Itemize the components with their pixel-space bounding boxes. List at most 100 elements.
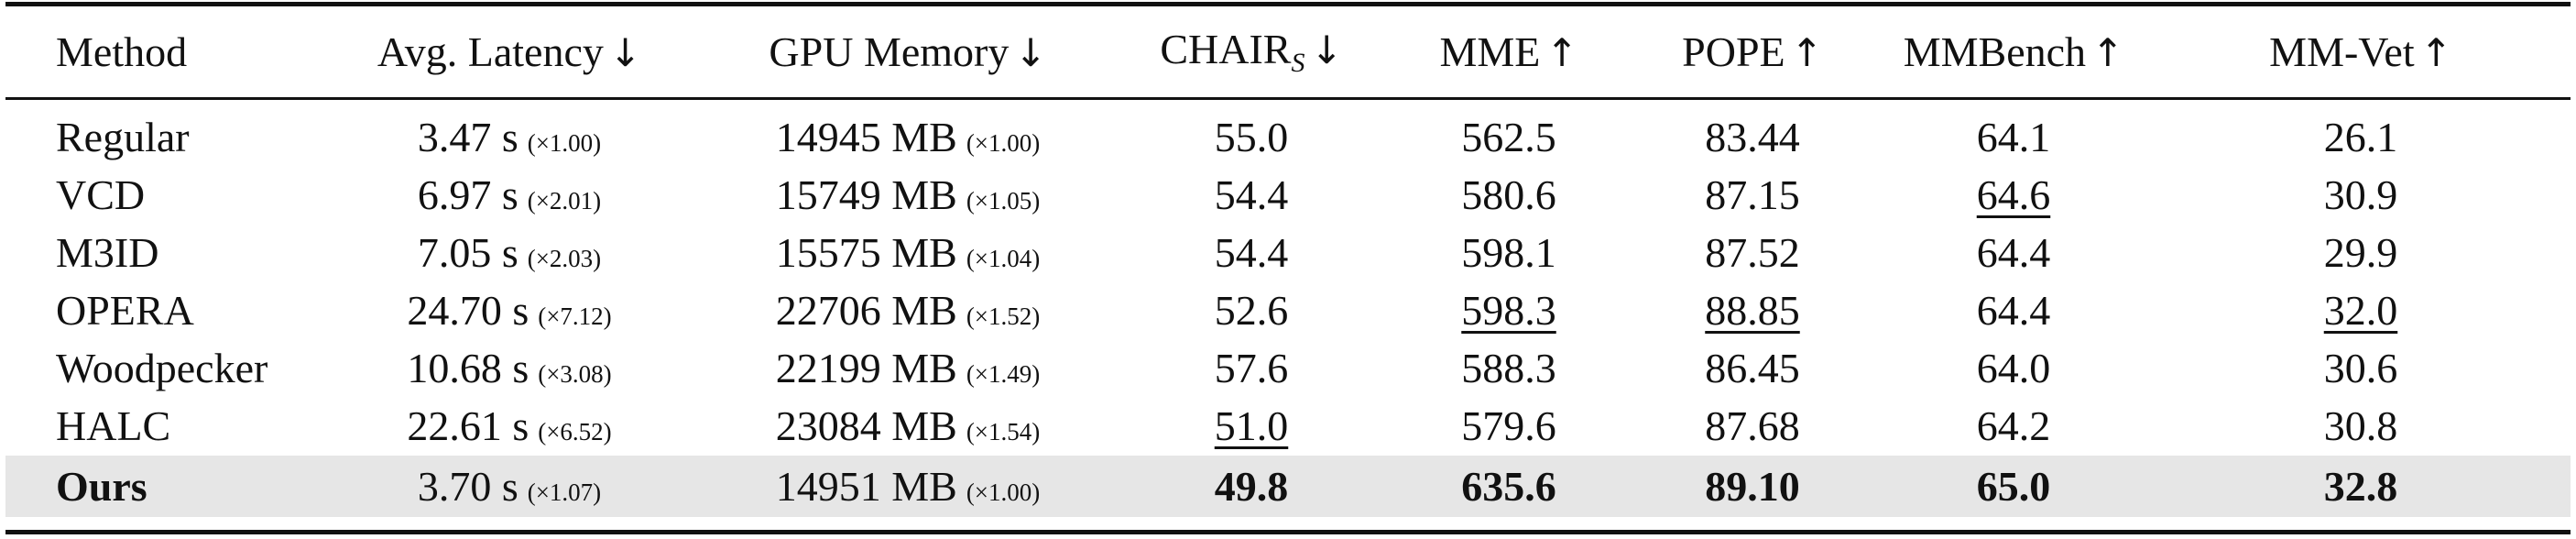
header-latency-label: Avg. Latency [377, 28, 604, 75]
gpu-cell: 14945 MB (×1.00) [702, 116, 1114, 159]
header-latency: Avg. Latency ↓ [317, 31, 702, 73]
mmvet-cell: 32.8 [2323, 462, 2398, 510]
header-method-label: Method [56, 28, 188, 75]
gpu-value: 14945 MB [775, 113, 957, 160]
gpu-multiplier: (×1.49) [966, 359, 1041, 388]
latency-value: 3.47 s [417, 113, 518, 160]
chair-cell: 57.6 [1214, 344, 1289, 391]
method-cell: VCD [56, 170, 146, 218]
mmbench-value-underlined: 64.6 [1976, 170, 2051, 218]
bottom-rule [5, 530, 2571, 534]
gpu-value: 15749 MB [775, 170, 957, 218]
gpu-cell: 23084 MB (×1.54) [702, 402, 1114, 449]
method-cell: Woodpecker [56, 344, 268, 391]
table-header-row: Method Avg. Latency ↓ GPU Memory ↓ CHAIRS ↓… [5, 23, 2571, 82]
mmvet-cell: 30.6 [2323, 344, 2398, 391]
chair-cell: 54.4 [1214, 228, 1289, 276]
mmbench-cell: 64.0 [1976, 344, 2051, 391]
header-gpu-memory: GPU Memory ↓ [702, 31, 1114, 73]
latency-cell: 10.68 s (×3.08) [317, 344, 702, 391]
mmbench-cell: 64.4 [1976, 228, 2051, 276]
header-gpu-label: GPU Memory [769, 28, 1010, 75]
mme-cell: 562.5 [1461, 113, 1556, 160]
gpu-value: 23084 MB [775, 402, 957, 449]
gpu-cell: 15575 MB (×1.04) [702, 228, 1114, 276]
mmvet-cell: 30.8 [2323, 402, 2398, 449]
gpu-value: 15575 MB [775, 228, 957, 276]
latency-cell: 6.97 s (×2.01) [317, 170, 702, 218]
latency-value: 10.68 s [407, 344, 529, 391]
down-arrow-icon: ↓ [1014, 30, 1047, 75]
pope-cell: 87.15 [1705, 170, 1800, 218]
down-arrow-icon: ↓ [608, 30, 642, 75]
gpu-multiplier: (×1.00) [966, 478, 1041, 506]
latency-multiplier: (×2.03) [527, 244, 602, 272]
latency-multiplier: (×1.00) [527, 128, 602, 157]
chair-value-underlined: 51.0 [1214, 402, 1289, 449]
method-cell: Regular [56, 113, 190, 160]
pope-cell: 87.52 [1705, 228, 1800, 276]
gpu-cell: 22706 MB (×1.52) [702, 289, 1114, 332]
header-chair-label: CHAIR [1160, 25, 1292, 72]
header-method: Method [5, 31, 317, 73]
pope-cell: 86.45 [1705, 344, 1800, 391]
pope-value-underlined: 88.85 [1705, 286, 1800, 334]
header-mmvet-label: MM-Vet [2269, 28, 2415, 75]
up-arrow-icon: ↑ [1545, 30, 1578, 75]
method-cell: OPERA [56, 286, 194, 334]
mmbench-cell: 64.6 [1876, 170, 2151, 218]
table-row: VCD 6.97 s (×2.01) 15749 MB (×1.05) 54.4 5… [5, 166, 2571, 224]
mme-cell: 579.6 [1461, 402, 1556, 449]
mmbench-cell: 64.2 [1976, 402, 2051, 449]
mme-cell: 598.1 [1461, 228, 1556, 276]
mmvet-cell: 29.9 [2323, 228, 2398, 276]
gpu-cell: 14951 MB (×1.00) [702, 462, 1114, 510]
latency-multiplier: (×6.52) [538, 417, 612, 446]
table-row: Woodpecker 10.68 s (×3.08) 22199 MB (×1.49… [5, 339, 2571, 397]
header-chair: CHAIRS ↓ [1114, 28, 1389, 77]
pope-cell: 89.10 [1705, 462, 1800, 510]
latency-value: 24.70 s [407, 286, 529, 334]
latency-multiplier: (×7.12) [538, 302, 612, 330]
gpu-value: 14951 MB [775, 462, 957, 510]
header-mmbench-label: MMBench [1903, 28, 2087, 75]
table-row: M3ID 7.05 s (×2.03) 15575 MB (×1.04) 54.4 … [5, 224, 2571, 281]
up-arrow-icon: ↑ [1790, 30, 1823, 75]
latency-value: 3.70 s [417, 462, 518, 510]
header-mmbench: MMBench ↑ [1876, 31, 2151, 73]
chair-cell: 51.0 [1114, 402, 1389, 449]
down-arrow-icon: ↓ [1310, 27, 1343, 72]
header-pope: POPE ↑ [1629, 31, 1876, 73]
mmbench-cell: 65.0 [1976, 462, 2051, 510]
latency-value: 6.97 s [417, 170, 518, 218]
method-cell: HALC [56, 402, 171, 449]
latency-cell: 3.70 s (×1.07) [317, 462, 702, 510]
method-cell: Ours [56, 462, 147, 510]
latency-cell: 7.05 s (×2.03) [317, 228, 702, 276]
chair-cell: 49.8 [1214, 462, 1289, 510]
gpu-cell: 22199 MB (×1.49) [702, 344, 1114, 391]
table-row: OPERA 24.70 s (×7.12) 22706 MB (×1.52) 52.… [5, 281, 2571, 339]
method-cell: M3ID [56, 228, 159, 276]
mme-cell: 580.6 [1461, 170, 1556, 218]
gpu-multiplier: (×1.52) [966, 302, 1041, 330]
mme-cell: 598.3 [1389, 289, 1629, 332]
latency-multiplier: (×3.08) [538, 359, 612, 388]
latency-value: 7.05 s [417, 228, 518, 276]
header-rule [5, 97, 2571, 100]
up-arrow-icon: ↑ [2091, 30, 2124, 75]
gpu-cell: 15749 MB (×1.05) [702, 170, 1114, 218]
up-arrow-icon: ↑ [2419, 30, 2452, 75]
header-chair-subscript: S [1291, 47, 1305, 78]
table-row: HALC 22.61 s (×6.52) 23084 MB (×1.54) 51.0… [5, 397, 2571, 455]
header-mme: MME ↑ [1389, 31, 1629, 73]
mmvet-value-underlined: 32.0 [2323, 286, 2398, 334]
gpu-multiplier: (×1.04) [966, 244, 1041, 272]
mmbench-cell: 64.1 [1976, 113, 2051, 160]
gpu-value: 22199 MB [775, 344, 957, 391]
table-row-ours: Ours 3.70 s (×1.07) 14951 MB (×1.00) 49.8 … [5, 456, 2571, 517]
latency-multiplier: (×2.01) [527, 186, 602, 214]
mmbench-cell: 64.4 [1976, 286, 2051, 334]
pope-cell: 87.68 [1705, 402, 1800, 449]
mmvet-cell: 26.1 [2323, 113, 2398, 160]
